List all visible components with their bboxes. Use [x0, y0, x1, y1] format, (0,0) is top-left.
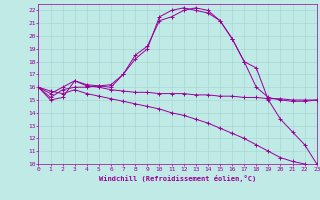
X-axis label: Windchill (Refroidissement éolien,°C): Windchill (Refroidissement éolien,°C): [99, 175, 256, 182]
